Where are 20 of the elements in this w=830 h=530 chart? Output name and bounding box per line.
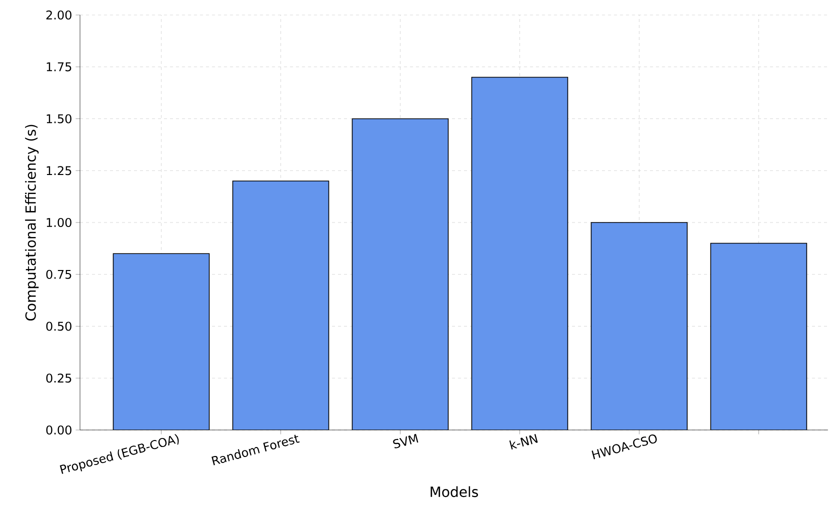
- y-tick-label: 0.25: [46, 374, 72, 383]
- y-tick-label: 1.50: [46, 114, 72, 124]
- y-tick-label: 1.25: [46, 166, 72, 176]
- x-tick-label: SVM: [393, 434, 418, 448]
- bar: [471, 76, 568, 430]
- y-tick-label: 0.50: [46, 322, 72, 331]
- y-tick-label: 1.00: [46, 218, 72, 228]
- bar: [590, 222, 688, 430]
- x-axis-title: Models: [430, 486, 478, 498]
- y-tick-label: 2.00: [46, 10, 72, 20]
- bar: [352, 118, 449, 430]
- y-tick-label: 0.75: [46, 270, 72, 279]
- bar: [710, 242, 808, 430]
- bar: [112, 253, 210, 430]
- y-tick-label: 0.00: [46, 425, 72, 435]
- x-tick-label: Random Forest: [212, 434, 300, 466]
- x-tick-label: k-NN: [509, 434, 538, 450]
- y-tick-label: 1.75: [46, 62, 72, 72]
- bar: [232, 180, 330, 430]
- y-axis-title: Computational Efficiency (s): [25, 124, 39, 321]
